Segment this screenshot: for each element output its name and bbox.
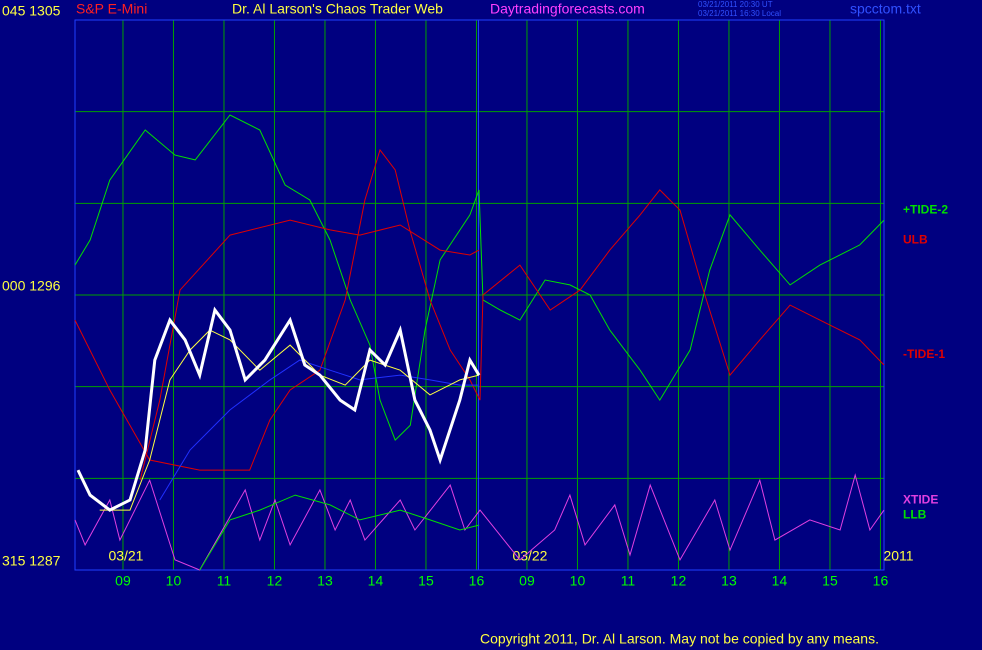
y-tick-label: 315 1287 [2,553,61,569]
timestamp: 03/21/2011 16:30 Local [698,9,781,18]
series-line [74,148,885,471]
legend-label: XTIDE [903,492,938,506]
x-tick-label: 16 [873,573,889,589]
site: Daytradingforecasts.com [490,1,645,17]
legend-label: -TIDE-1 [903,347,945,361]
timestamp: 03/21/2011 20:30 UT [698,0,773,9]
x-tick-label: 12 [671,573,687,589]
x-tick-label: 12 [267,573,283,589]
x-tick-label: 13 [317,573,333,589]
series-line [199,494,480,571]
x-tick-label: 09 [115,573,131,589]
x-tick-label: 09 [519,573,535,589]
date-label: 2011 [883,548,913,564]
x-tick-label: 10 [166,573,182,589]
x-tick-label: 13 [721,573,737,589]
chart-title: Dr. Al Larson's Chaos Trader Web [232,1,443,17]
instrument: S&P E-Mini [76,1,147,17]
legend-label: +TIDE-2 [903,202,948,216]
x-tick-label: 16 [469,573,485,589]
copyright: Copyright 2011, Dr. Al Larson. May not b… [480,631,879,647]
legend-label: ULB [903,232,928,246]
x-tick-label: 15 [822,573,838,589]
series-line [99,329,480,511]
x-tick-label: 14 [772,573,788,589]
x-tick-label: 11 [217,573,232,589]
file-name: spcctom.txt [850,1,921,17]
date-label: 03/21 [108,548,143,564]
x-tick-label: 15 [418,573,434,589]
y-tick-label: 000 1296 [2,278,61,294]
series-line [159,359,479,501]
x-tick-label: 11 [621,573,636,589]
plot-frame [74,19,885,571]
date-label: 03/22 [512,548,547,564]
price-line [76,306,481,512]
series-line [74,114,885,441]
legend-label: LLB [903,507,927,521]
x-tick-label: 10 [570,573,586,589]
x-tick-label: 14 [368,573,384,589]
y-tick-label: 045 1305 [2,3,61,19]
